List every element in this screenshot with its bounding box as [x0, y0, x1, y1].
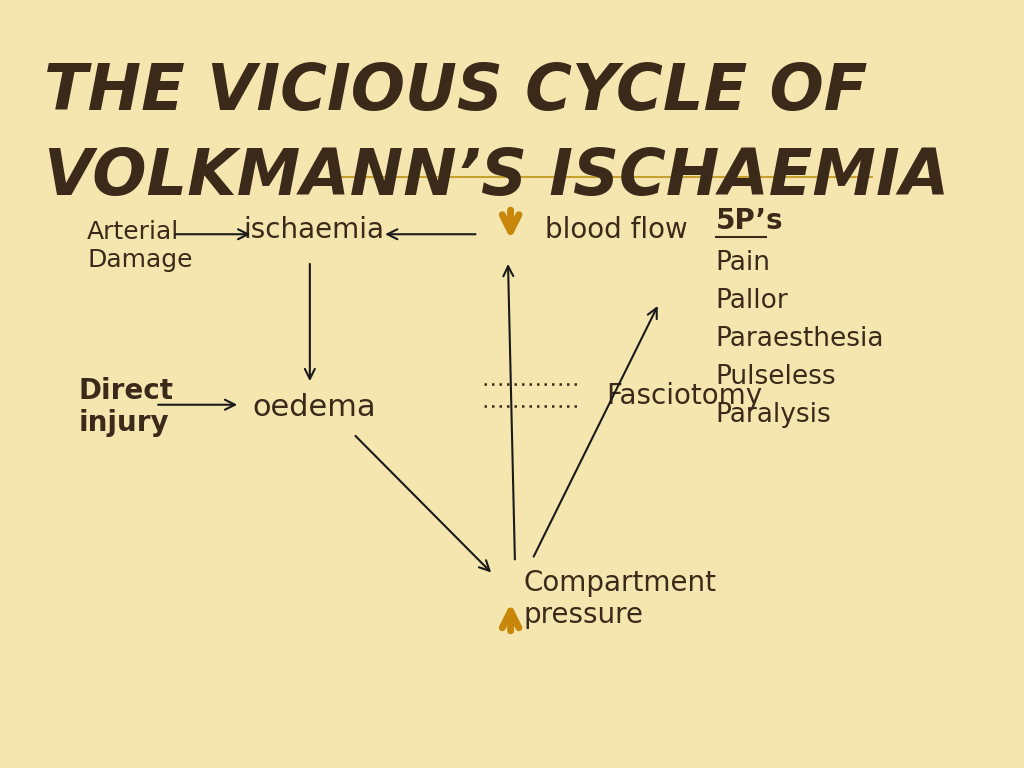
Text: Direct
injury: Direct injury: [79, 377, 173, 437]
Text: oedema: oedema: [252, 392, 376, 422]
Text: ischaemia: ischaemia: [244, 217, 385, 244]
Text: Arterial
Damage: Arterial Damage: [87, 220, 193, 272]
Text: THE VICIOUS CYCLE OF: THE VICIOUS CYCLE OF: [44, 61, 867, 124]
Text: Compartment
pressure: Compartment pressure: [523, 569, 717, 629]
Text: Pain
Pallor
Paraesthesia
Pulseless
Paralysis: Pain Pallor Paraesthesia Pulseless Paral…: [716, 250, 884, 428]
Text: Fasciotomy: Fasciotomy: [606, 382, 763, 409]
Text: 5P’s: 5P’s: [716, 207, 783, 235]
Text: VOLKMANN’S ISCHAEMIA: VOLKMANN’S ISCHAEMIA: [44, 146, 949, 208]
Text: blood flow: blood flow: [546, 217, 688, 244]
